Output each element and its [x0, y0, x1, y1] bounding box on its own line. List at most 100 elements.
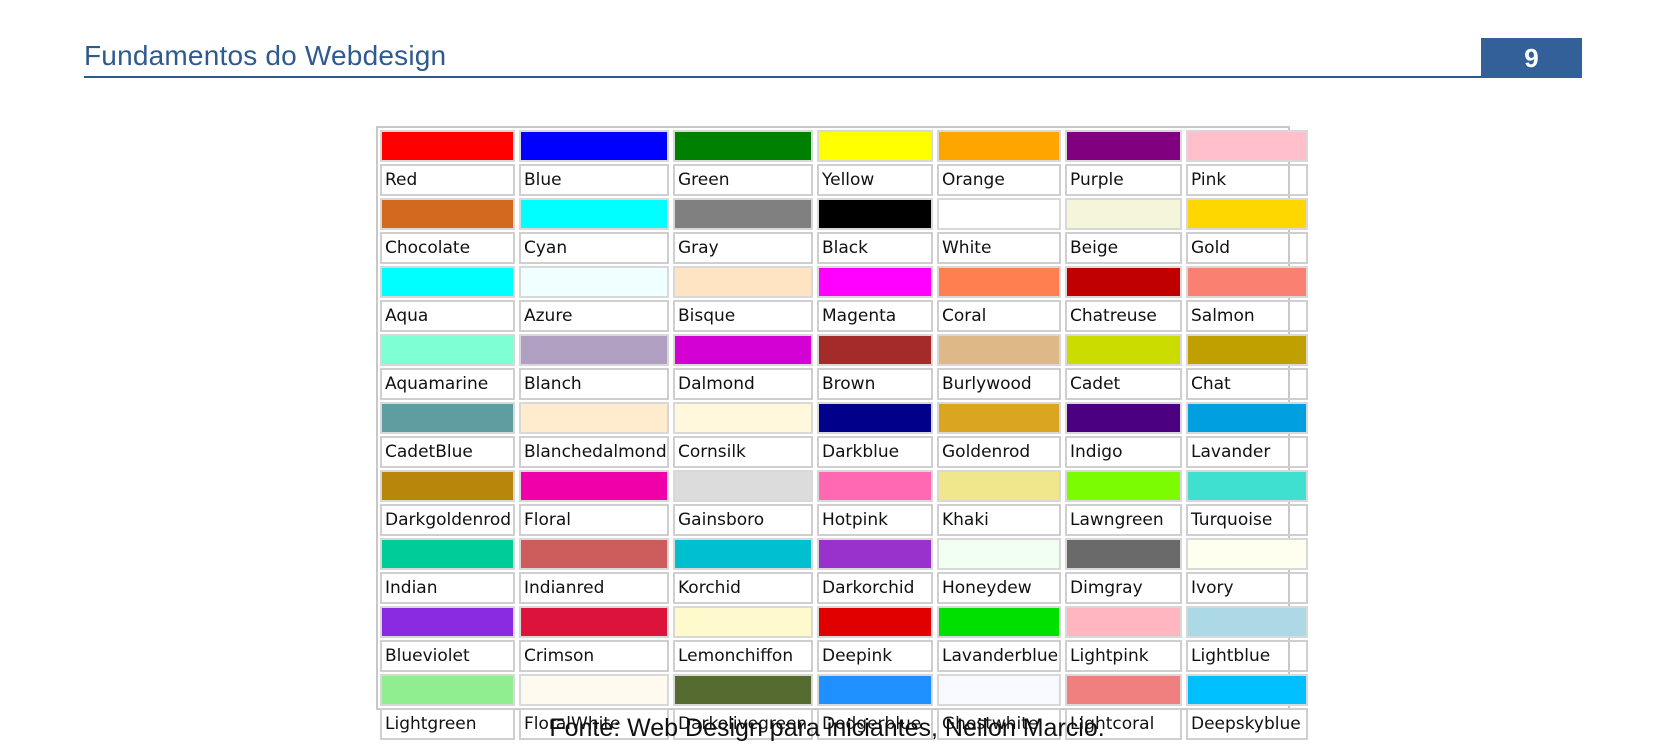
color-name-label: Dalmond: [673, 368, 813, 400]
color-name-label: Korchid: [673, 572, 813, 604]
color-name-label: Magenta: [817, 300, 933, 332]
color-swatch: [937, 266, 1061, 298]
color-name-label: Aqua: [380, 300, 515, 332]
color-name-label: Turquoise: [1186, 504, 1308, 536]
color-grid: Red Blue Green Yellow Orange Purple Pink Chocol…: [380, 130, 1308, 740]
color-names-table: Red Blue Green Yellow Orange Purple Pink Chocol…: [376, 126, 1308, 740]
color-swatch: [673, 402, 813, 434]
color-swatch: [1065, 674, 1182, 706]
color-name-label: Blanch: [519, 368, 669, 400]
header-divider: [84, 76, 1582, 78]
color-swatch: [519, 198, 669, 230]
color-name-label: Lemonchiffon: [673, 640, 813, 672]
color-name-label: Indianred: [519, 572, 669, 604]
color-name-label: Indian: [380, 572, 515, 604]
color-swatch: [1065, 470, 1182, 502]
color-swatch: [673, 674, 813, 706]
color-swatch: [1065, 198, 1182, 230]
color-name-label: Hotpink: [817, 504, 933, 536]
color-swatch: [817, 470, 933, 502]
color-name-label: Honeydew: [937, 572, 1061, 604]
color-swatch: [380, 470, 515, 502]
color-swatch: [937, 606, 1061, 638]
color-swatch: [937, 198, 1061, 230]
color-name-label: Gray: [673, 232, 813, 264]
color-name-label: Orange: [937, 164, 1061, 196]
color-name-label: Chocolate: [380, 232, 515, 264]
color-swatch: [1186, 130, 1308, 162]
color-name-label: Aquamarine: [380, 368, 515, 400]
color-swatch: [1186, 606, 1308, 638]
color-swatch: [380, 606, 515, 638]
color-swatch: [937, 402, 1061, 434]
color-name-label: Green: [673, 164, 813, 196]
color-swatch: [380, 538, 515, 570]
color-name-label: Lightgreen: [380, 708, 515, 740]
color-name-label: Beige: [1065, 232, 1182, 264]
color-name-label: Red: [380, 164, 515, 196]
color-swatch: [817, 266, 933, 298]
color-name-label: Blueviolet: [380, 640, 515, 672]
color-swatch: [817, 606, 933, 638]
page-number: 9: [1481, 38, 1582, 78]
color-name-label: Deepink: [817, 640, 933, 672]
color-name-label: Purple: [1065, 164, 1182, 196]
color-name-label: Cornsilk: [673, 436, 813, 468]
color-name-label: Lawngreen: [1065, 504, 1182, 536]
color-name-label: Lavanderblue: [937, 640, 1061, 672]
color-swatch: [817, 130, 933, 162]
color-swatch: [519, 470, 669, 502]
color-name-label: Chatreuse: [1065, 300, 1182, 332]
color-swatch: [380, 674, 515, 706]
color-name-label: Lightblue: [1186, 640, 1308, 672]
color-name-label: Yellow: [817, 164, 933, 196]
color-swatch: [1065, 266, 1182, 298]
color-swatch: [1186, 334, 1308, 366]
color-swatch: [817, 402, 933, 434]
color-swatch: [673, 470, 813, 502]
color-name-label: Pink: [1186, 164, 1308, 196]
color-swatch: [1065, 130, 1182, 162]
color-name-label: Burlywood: [937, 368, 1061, 400]
color-name-label: White: [937, 232, 1061, 264]
color-swatch: [673, 130, 813, 162]
color-name-label: Lavander: [1186, 436, 1308, 468]
color-swatch: [937, 130, 1061, 162]
color-swatch: [519, 402, 669, 434]
color-name-label: Lightpink: [1065, 640, 1182, 672]
color-swatch: [519, 334, 669, 366]
color-name-label: Blue: [519, 164, 669, 196]
color-swatch: [519, 266, 669, 298]
color-name-label: Blanchedalmond: [519, 436, 669, 468]
color-name-label: Lightcoral: [1065, 708, 1182, 740]
color-swatch: [1065, 538, 1182, 570]
color-name-label: Dodgerblue: [817, 708, 933, 740]
color-swatch: [380, 130, 515, 162]
color-swatch: [380, 266, 515, 298]
color-swatch: [673, 538, 813, 570]
color-swatch: [380, 402, 515, 434]
color-name-label: Goldenrod: [937, 436, 1061, 468]
color-swatch: [937, 674, 1061, 706]
color-name-label: Bisque: [673, 300, 813, 332]
color-swatch: [1065, 606, 1182, 638]
color-swatch: [519, 538, 669, 570]
color-swatch: [380, 334, 515, 366]
color-name-label: Darkgoldenrod: [380, 504, 515, 536]
figure-caption: Fonte: Web Design para iniciantes, Neilo…: [549, 714, 1105, 742]
color-swatch: [1186, 198, 1308, 230]
color-swatch: [817, 334, 933, 366]
color-name-label: Ivory: [1186, 572, 1308, 604]
color-name-label: Dimgray: [1065, 572, 1182, 604]
color-swatch: [1186, 674, 1308, 706]
color-swatch: [1186, 538, 1308, 570]
document-header-title: Fundamentos do Webdesign: [84, 40, 447, 71]
color-name-label: Darkblue: [817, 436, 933, 468]
color-swatch: [1065, 334, 1182, 366]
color-name-label: Chat: [1186, 368, 1308, 400]
color-swatch: [817, 538, 933, 570]
color-swatch: [1065, 402, 1182, 434]
color-name-label: Crimson: [519, 640, 669, 672]
color-name-label: Ghostwhite: [937, 708, 1061, 740]
color-name-label: Indigo: [1065, 436, 1182, 468]
